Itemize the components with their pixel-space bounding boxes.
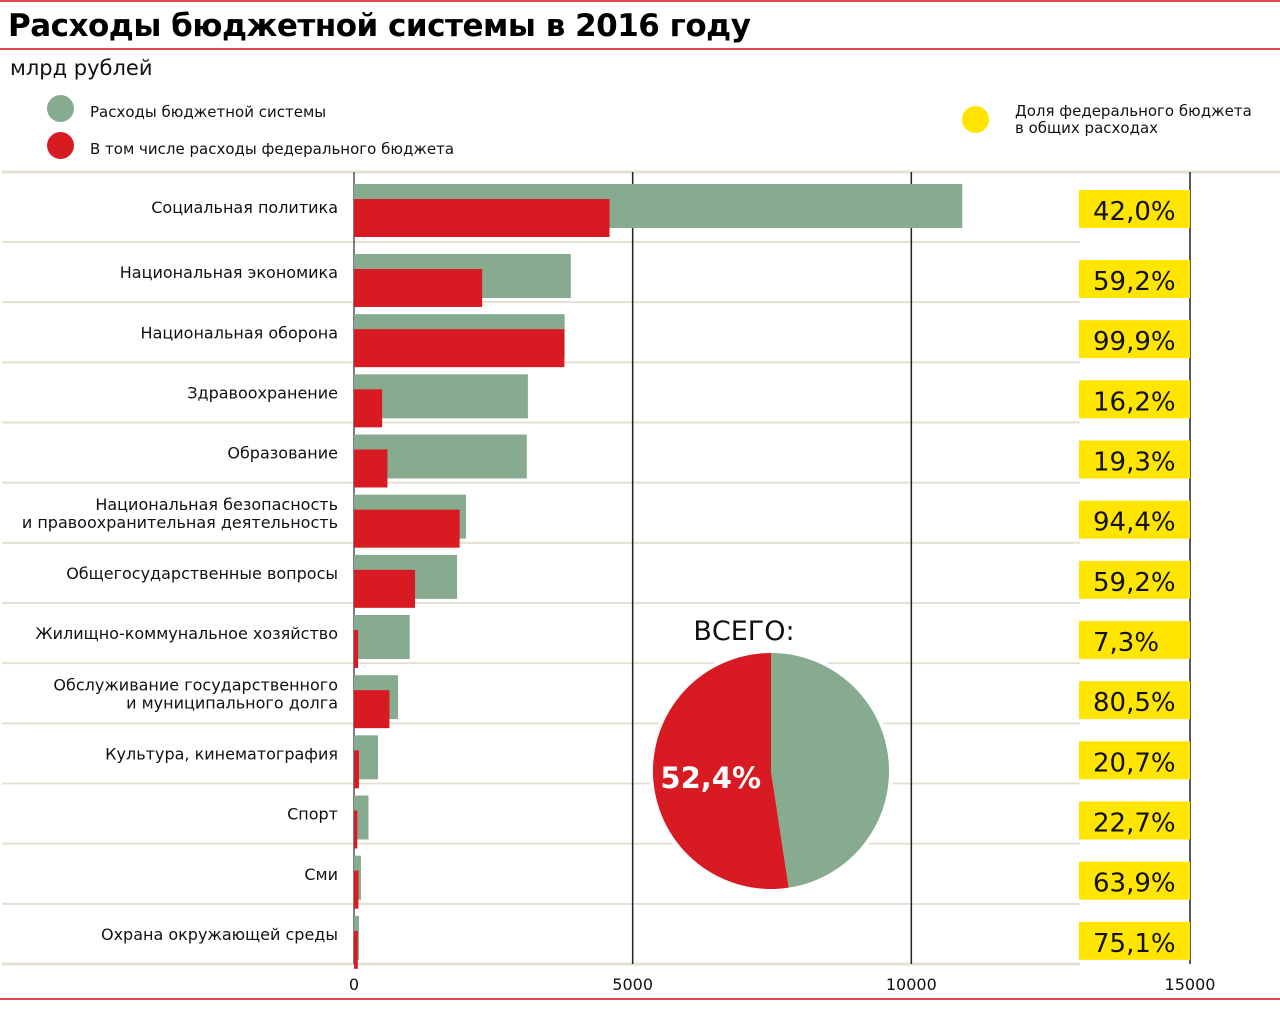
category-label: Жилищно-коммунальное хозяйство bbox=[35, 624, 338, 643]
legend-share-label-line1: Доля федерального бюджета bbox=[1015, 102, 1252, 120]
share-box bbox=[1079, 560, 1190, 599]
pie-label-federal: 52,4% bbox=[660, 761, 761, 795]
share-value: 80,5% bbox=[1093, 688, 1176, 718]
bar-federal bbox=[354, 870, 359, 909]
bar-federal bbox=[354, 329, 565, 368]
bars bbox=[354, 184, 963, 969]
category-label: и муниципального долга bbox=[126, 693, 338, 712]
legend-federal-swatch bbox=[47, 132, 74, 159]
share-box bbox=[1079, 621, 1190, 659]
share-value: 20,7% bbox=[1093, 748, 1176, 778]
share-box bbox=[1079, 921, 1190, 960]
bar-federal bbox=[354, 509, 460, 548]
category-label: и правоохранительная деятельность bbox=[22, 513, 338, 532]
category-label: Спорт bbox=[287, 805, 338, 824]
category-label: Национальная экономика bbox=[120, 263, 338, 282]
share-box bbox=[1079, 500, 1190, 539]
share-box bbox=[1079, 190, 1190, 228]
bar-total bbox=[354, 795, 369, 840]
category-label: Национальная безопасность bbox=[95, 495, 338, 514]
bar-federal bbox=[354, 810, 358, 849]
bar-federal bbox=[354, 569, 416, 608]
share-value: 75,1% bbox=[1093, 929, 1176, 959]
legend-total-swatch bbox=[47, 95, 74, 122]
bar-federal bbox=[354, 930, 358, 969]
pie-title: ВСЕГО: bbox=[693, 616, 794, 647]
pie-chart: 52,4% ВСЕГО: bbox=[649, 612, 893, 893]
x-tick-label: 0 bbox=[349, 975, 359, 994]
share-box bbox=[1079, 320, 1190, 359]
legend-share-swatch bbox=[962, 106, 989, 133]
category-label: Социальная политика bbox=[151, 198, 338, 217]
bar-total bbox=[354, 735, 378, 780]
row-separators bbox=[2, 170, 1280, 966]
legend-federal-label: В том числе расходы федерального бюджета bbox=[90, 140, 455, 158]
share-value: 99,9% bbox=[1093, 327, 1176, 357]
share-box bbox=[1079, 861, 1190, 900]
category-label: Национальная оборона bbox=[141, 323, 338, 342]
pie-slice-federal bbox=[652, 653, 789, 889]
share-box bbox=[1079, 801, 1190, 840]
share-value: 94,4% bbox=[1093, 508, 1176, 538]
category-label: Здравоохранение bbox=[187, 383, 338, 402]
category-label: Образование bbox=[227, 444, 338, 463]
bar-federal bbox=[354, 269, 483, 307]
share-box bbox=[1079, 380, 1190, 419]
bottom-rule bbox=[0, 998, 1280, 1000]
pie-title-background bbox=[686, 612, 856, 648]
category-label: Культура, кинематография bbox=[105, 744, 338, 763]
category-label: Общегосударственные вопросы bbox=[66, 564, 338, 583]
legend-total-label: Расходы бюджетной системы bbox=[90, 103, 327, 121]
bar-federal bbox=[354, 630, 359, 668]
category-label: Сми bbox=[304, 865, 338, 884]
share-value: 7,3% bbox=[1093, 628, 1159, 658]
top-rule bbox=[0, 0, 1280, 2]
share-box bbox=[1079, 741, 1190, 780]
share-boxes: 42,0% 59,2% 99,9% 16,2% 19,3% 94,4% 59,2% 7,3% 8… bbox=[1079, 190, 1190, 960]
share-box bbox=[1079, 440, 1190, 479]
share-value: 59,2% bbox=[1093, 267, 1176, 297]
bar-federal bbox=[354, 389, 383, 428]
bar-federal bbox=[354, 199, 610, 237]
category-label: Охрана окружающей среды bbox=[101, 925, 338, 944]
x-tick-label: 10000 bbox=[886, 975, 937, 994]
units-label: млрд рублей bbox=[10, 56, 153, 80]
share-value: 22,7% bbox=[1093, 809, 1176, 839]
legend-share-label-line2: в общих расходах bbox=[1015, 119, 1159, 137]
category-labels: Социальная политика Национальная экономик… bbox=[22, 198, 338, 944]
bar-total bbox=[354, 615, 410, 659]
category-label: Обслуживание государственного bbox=[53, 675, 338, 694]
share-value: 63,9% bbox=[1093, 869, 1176, 899]
share-value: 16,2% bbox=[1093, 387, 1176, 417]
bar-federal bbox=[354, 750, 359, 789]
pie-slice-other bbox=[771, 653, 889, 888]
share-value: 42,0% bbox=[1093, 197, 1176, 227]
title-rule bbox=[0, 48, 1280, 50]
share-box bbox=[1079, 681, 1190, 720]
chart-title: Расходы бюджетной системы в 2016 году bbox=[8, 8, 751, 44]
bar-federal bbox=[354, 449, 388, 488]
x-tick-label: 5000 bbox=[612, 975, 653, 994]
bar-federal bbox=[354, 690, 390, 729]
x-tick-label: 15000 bbox=[1165, 975, 1216, 994]
share-value: 19,3% bbox=[1093, 448, 1176, 478]
bar-total bbox=[354, 374, 528, 419]
share-value: 59,2% bbox=[1093, 568, 1176, 598]
share-box bbox=[1079, 260, 1190, 298]
x-axis-labels: 0 5000 10000 15000 bbox=[349, 975, 1216, 994]
